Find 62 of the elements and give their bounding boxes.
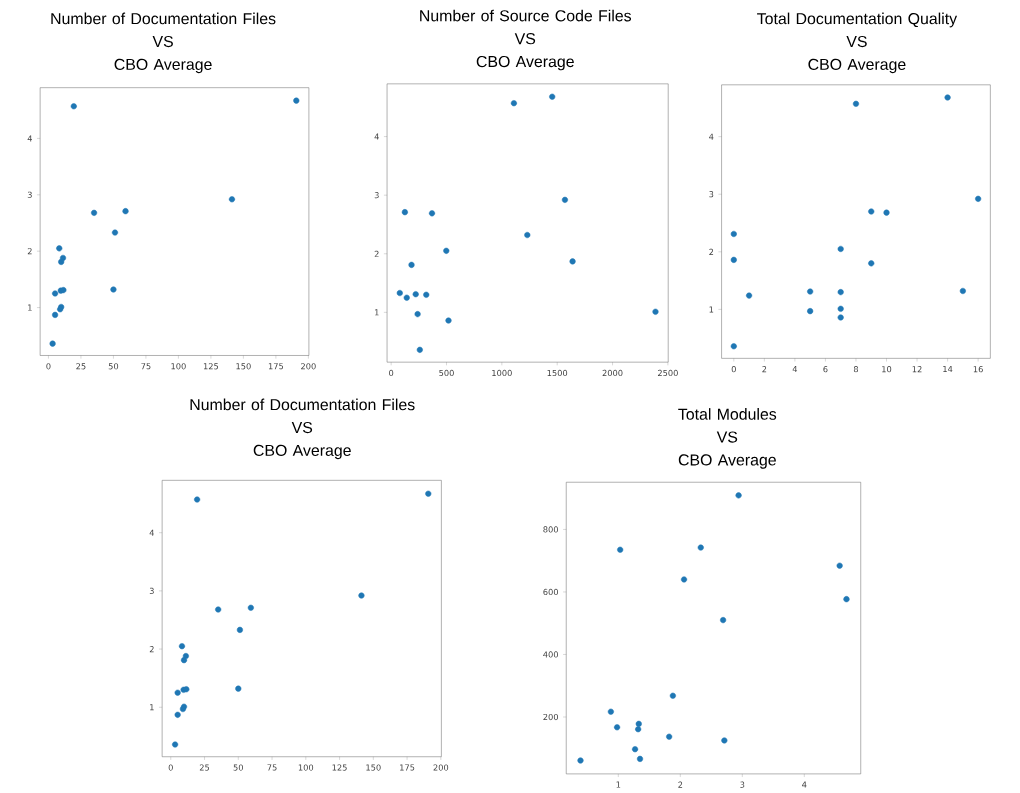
x-tick-label: 14 — [943, 366, 953, 373]
x-tick-label: 125 — [203, 363, 219, 370]
y-tick-label: 400 — [543, 651, 559, 658]
y-tick-label: 4 — [27, 135, 32, 142]
chart-title: Number of Documentation Files VS CBO Average — [190, 398, 415, 460]
y-tick-label: 4 — [709, 133, 714, 140]
y-tick-label: 4 — [374, 133, 379, 140]
y-tick-label: 800 — [543, 526, 559, 533]
x-tick-label: 1000 — [492, 369, 512, 377]
x-tick-label: 8 — [853, 366, 859, 373]
x-tick-label: 75 — [267, 764, 277, 771]
y-tick-label: 200 — [543, 713, 559, 721]
x-tick-label: 100 — [298, 764, 314, 771]
x-tick-label: 4 — [792, 366, 798, 373]
y-tick-label: 3 — [374, 192, 379, 199]
chart-title: Total Documentation Quality VS CBO Average — [757, 12, 958, 74]
x-tick-label: 75 — [141, 363, 151, 370]
x-tick-label: 200 — [433, 764, 449, 771]
y-tick-label: 1 — [375, 309, 379, 316]
x-tick-label: 2000 — [602, 369, 623, 377]
x-tick-label: 0 — [168, 764, 173, 771]
x-tick-label: 200 — [301, 363, 316, 370]
x-tick-label: 2500 — [657, 369, 678, 377]
x-tick-label: 2 — [678, 781, 683, 788]
y-tick-label: 3 — [27, 191, 32, 198]
x-tick-label: 175 — [400, 764, 415, 771]
y-tick-label: 3 — [149, 587, 154, 595]
chart-title: Number of Documentation Files VS CBO Average — [51, 12, 276, 74]
x-tick-label: 4 — [802, 781, 807, 788]
y-tick-label: 2 — [149, 646, 154, 653]
y-tick-label: 1 — [150, 704, 154, 711]
x-tick-label: 100 — [171, 363, 186, 370]
y-tick-label: 2 — [374, 250, 379, 257]
x-tick-label: 12 — [912, 366, 922, 373]
y-tick-label: 600 — [543, 588, 559, 596]
x-tick-label: 3 — [740, 781, 745, 788]
x-tick-label: 0 — [389, 369, 394, 377]
x-tick-label: 50 — [108, 363, 119, 370]
x-tick-label: 25 — [199, 764, 210, 771]
y-tick-label: 1 — [28, 304, 32, 311]
chart-title: Total Modules VS CBO Average — [678, 408, 777, 469]
x-tick-label: 16 — [973, 366, 983, 373]
y-tick-label: 4 — [149, 529, 154, 536]
x-tick-label: 150 — [236, 363, 251, 370]
x-tick-label: 10 — [882, 366, 892, 373]
x-tick-label: 125 — [332, 764, 347, 771]
x-tick-label: 1 — [616, 781, 621, 788]
x-tick-label: 2 — [762, 366, 767, 373]
x-tick-label: 50 — [233, 764, 243, 771]
x-tick-label: 25 — [76, 363, 86, 370]
x-tick-label: 1500 — [547, 369, 568, 377]
x-tick-label: 0 — [731, 366, 736, 373]
y-tick-label: 1 — [709, 306, 714, 313]
y-tick-label: 3 — [709, 191, 714, 198]
x-tick-label: 6 — [823, 366, 828, 373]
x-tick-label: 150 — [366, 764, 381, 771]
y-tick-label: 2 — [27, 248, 32, 255]
chart-title: Number of Source Code Files VS CBO Average — [420, 9, 632, 71]
x-tick-label: 0 — [46, 363, 51, 370]
x-tick-label: 175 — [268, 363, 284, 370]
y-tick-label: 2 — [709, 248, 714, 255]
x-tick-label: 500 — [439, 369, 454, 377]
